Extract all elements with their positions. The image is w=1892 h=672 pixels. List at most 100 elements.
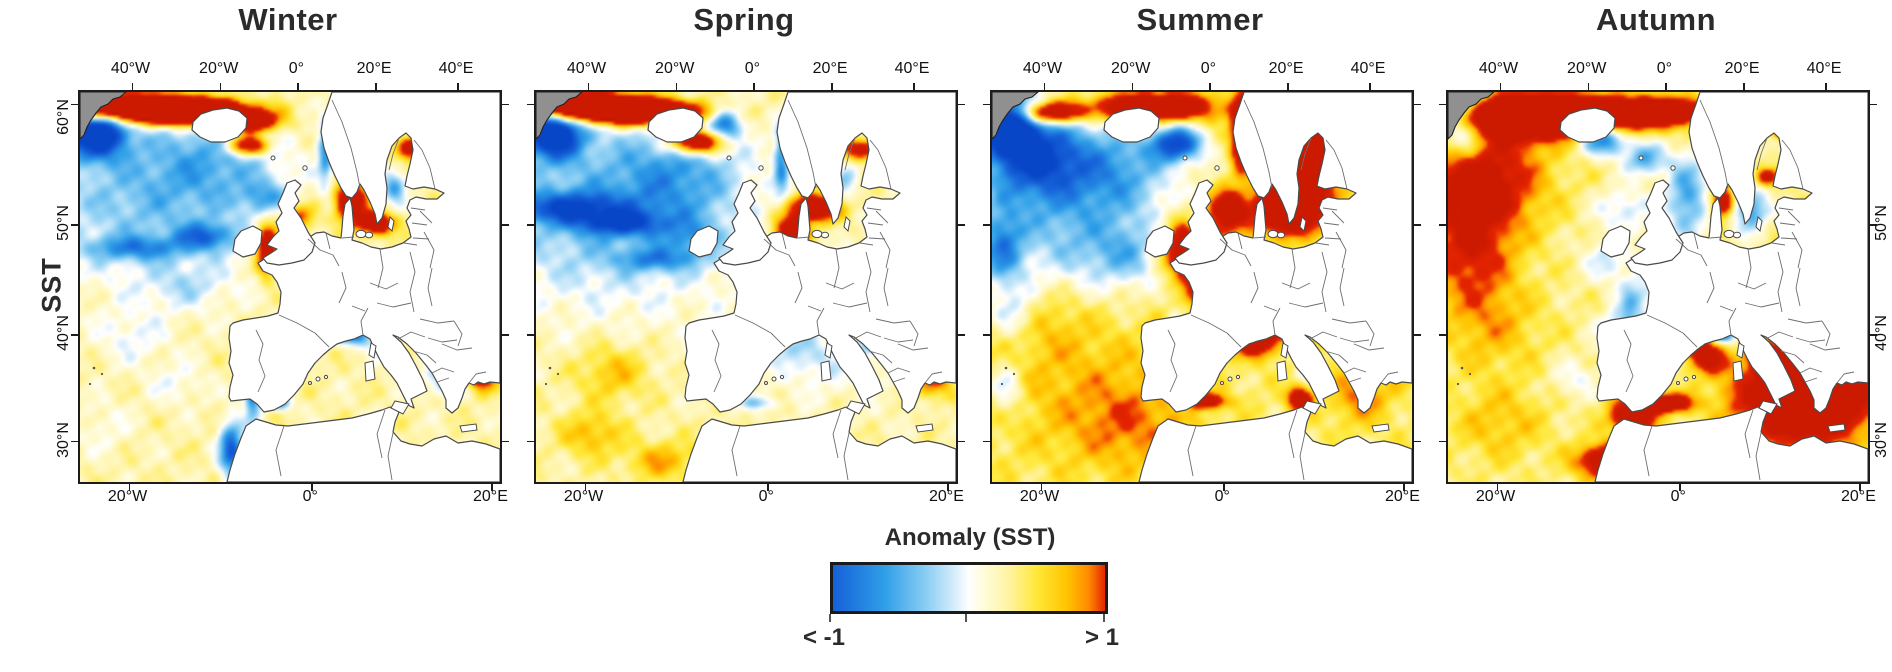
top-axis-label: 20°E (356, 60, 392, 77)
map-frame (983, 83, 1421, 491)
axis-tick (527, 103, 534, 106)
top-axis-label: 40°W (110, 60, 151, 77)
right-axis-label: 30°N (1873, 421, 1890, 458)
axis-tick (958, 223, 965, 226)
panel-title: Summer (1136, 2, 1264, 37)
right-axis-label: 40°N (1873, 315, 1890, 351)
axis-tick (71, 333, 78, 336)
axis-tick (1414, 440, 1421, 443)
axis-tick (983, 440, 990, 443)
top-axis-label: 20°E (1268, 60, 1304, 77)
bottom-axis-label: 20°E (929, 488, 964, 505)
axis-tick (753, 83, 755, 90)
axis-tick (1665, 83, 1667, 90)
axis-tick (1040, 484, 1043, 491)
panel-title: Winter (238, 2, 338, 37)
axis-tick (1870, 223, 1877, 226)
top-axis-label: 0° (744, 60, 761, 77)
coastline-overlay (1448, 92, 1868, 482)
bottom-axis-label: 20°W (107, 488, 148, 505)
top-axis-label: 20°W (655, 60, 695, 77)
bottom-axis-label: 0° (1214, 488, 1230, 505)
axis-tick (219, 83, 222, 90)
bottom-axis-label: 20°E (473, 488, 508, 505)
colorbar-title: Anomaly (SST) (884, 524, 1056, 551)
map-frame (1439, 83, 1877, 491)
axis-tick (958, 103, 965, 106)
axis-tick (502, 333, 509, 336)
colorbar-max-label: > 1 (1084, 624, 1120, 651)
axis-tick (584, 484, 587, 491)
axis-tick (311, 484, 313, 491)
axis-tick (128, 484, 131, 491)
top-axis-label: 40°W (1478, 60, 1519, 77)
top-axis-label: 20°W (1567, 60, 1607, 77)
axis-tick (1223, 484, 1225, 491)
left-axis-label: 60°N (55, 98, 72, 135)
colorbar-legend: Anomaly (SST) < -1 > 1 (790, 520, 1150, 670)
axis-tick (527, 223, 534, 226)
panel-autumn: Autumn 40°W 20°W 0° 20°E 40°E 20°W 0° 20°E (1439, 0, 1877, 560)
axis-tick (1287, 83, 1289, 90)
top-axis-label: 20°E (1724, 60, 1760, 77)
bottom-axis-label: 20°W (1019, 488, 1060, 505)
axis-tick (1209, 83, 1211, 90)
top-axis-label: 40°E (894, 60, 930, 77)
axis-tick (297, 83, 299, 90)
axis-tick (675, 83, 678, 90)
right-axis-label: 50°N (1873, 205, 1890, 241)
top-axis-label: 40°E (1350, 60, 1386, 77)
bottom-axis-label: 20°E (1385, 488, 1420, 505)
axis-tick (1414, 103, 1421, 106)
axis-tick (1131, 83, 1134, 90)
top-axis-label: 20°W (199, 60, 239, 77)
left-axis-label: 40°N (55, 315, 72, 351)
top-axis-label: 40°E (438, 60, 474, 77)
bottom-axis-label: 0° (1670, 488, 1686, 505)
axis-tick (1870, 333, 1877, 336)
axis-tick (502, 103, 509, 106)
map-frame (527, 83, 965, 491)
axis-tick (375, 83, 377, 90)
axis-tick (527, 440, 534, 443)
axis-tick (457, 83, 459, 90)
axis-tick (1403, 484, 1406, 491)
top-axis-label: 0° (1656, 60, 1673, 77)
axis-tick (1496, 484, 1499, 491)
colorbar-tick-min (829, 614, 831, 622)
axis-tick (491, 484, 494, 491)
left-axis-label: 50°N (55, 205, 72, 241)
axis-tick (958, 440, 965, 443)
axis-tick (131, 83, 134, 90)
axis-tick (767, 484, 769, 491)
axis-tick (1679, 484, 1681, 491)
panel-winter: Winter 40°W 20°W 0° 20°E 40°E 20°W 0° 20°E (71, 0, 509, 560)
coastline-overlay (536, 92, 956, 482)
axis-tick (1414, 333, 1421, 336)
axis-tick (1043, 83, 1046, 90)
axis-tick (502, 440, 509, 443)
top-axis-label: 20°E (812, 60, 848, 77)
bottom-axis-label: 0° (758, 488, 774, 505)
axis-tick (983, 223, 990, 226)
axis-tick (1439, 223, 1446, 226)
axis-tick (947, 484, 950, 491)
left-axis-label: 30°N (55, 421, 72, 458)
colorbar-tick-mid (965, 614, 967, 622)
axis-tick (1439, 440, 1446, 443)
colorbar-min-label: < -1 (802, 624, 846, 651)
top-axis-label: 0° (288, 60, 305, 77)
axis-tick (1369, 83, 1371, 90)
coastline-overlay (992, 92, 1412, 482)
axis-tick (502, 223, 509, 226)
panel-summer: Summer 40°W 20°W 0° 20°E 40°E 20°W 0° 20°E (983, 0, 1421, 560)
panel-title: Spring (693, 2, 795, 37)
bottom-axis-label: 20°E (1841, 488, 1876, 505)
axis-tick (1439, 103, 1446, 106)
axis-tick (1499, 83, 1502, 90)
axis-tick (913, 83, 915, 90)
top-axis-label: 40°W (566, 60, 607, 77)
bottom-axis-label: 0° (302, 488, 318, 505)
top-axis-label: 0° (1200, 60, 1217, 77)
